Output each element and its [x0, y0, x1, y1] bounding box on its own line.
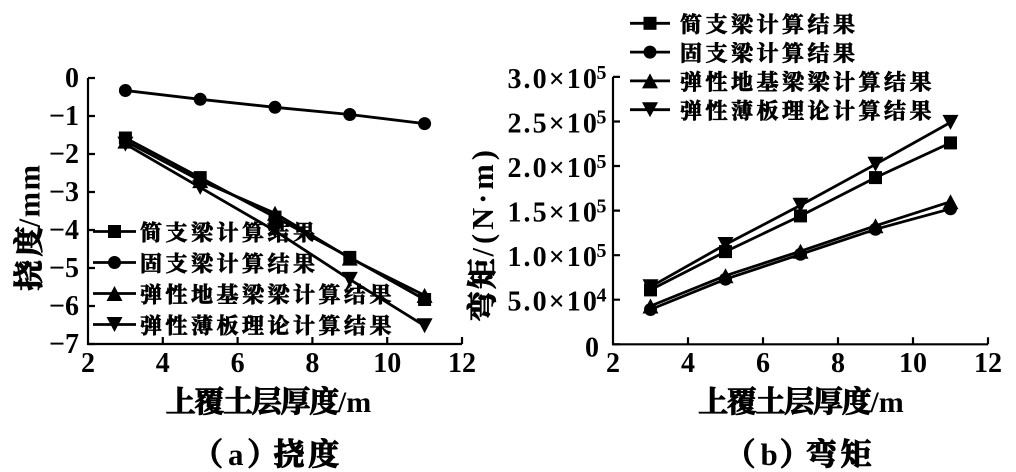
svg-text:/m: /m [337, 386, 371, 419]
svg-text:/(N·m): /(N·m) [466, 146, 500, 257]
svg-text:4: 4 [681, 348, 695, 379]
svg-text:0: 0 [65, 63, 79, 94]
svg-text:5: 5 [597, 240, 607, 262]
svg-text:b: b [761, 437, 778, 472]
svg-text:12: 12 [448, 348, 476, 379]
svg-text:6: 6 [756, 348, 770, 379]
svg-text:5: 5 [597, 196, 607, 218]
svg-text:5: 5 [597, 62, 607, 84]
svg-text:5.0×10: 5.0×10 [507, 287, 599, 318]
svg-text:1.5×10: 1.5×10 [507, 198, 599, 229]
svg-text:8: 8 [305, 348, 319, 379]
svg-text:−4: −4 [49, 215, 79, 246]
svg-text:10: 10 [373, 348, 401, 379]
svg-text:−1: −1 [49, 101, 79, 132]
svg-text:5: 5 [597, 107, 607, 129]
svg-text:/m: /m [869, 386, 903, 419]
svg-text:−5: −5 [49, 253, 79, 284]
svg-text:−6: −6 [49, 291, 79, 322]
svg-text:6: 6 [231, 348, 245, 379]
svg-text:3.0×10: 3.0×10 [507, 64, 599, 95]
svg-text:4: 4 [597, 285, 607, 307]
svg-text:8: 8 [831, 348, 845, 379]
svg-text:5: 5 [597, 151, 607, 173]
svg-text:/mm: /mm [13, 164, 47, 229]
svg-text:−7: −7 [49, 329, 79, 360]
svg-text:0: 0 [585, 332, 599, 363]
svg-text:4: 4 [156, 348, 170, 379]
svg-text:a: a [228, 437, 244, 472]
svg-text:2: 2 [606, 348, 620, 379]
svg-text:12: 12 [974, 348, 1002, 379]
svg-text:1.0×10: 1.0×10 [507, 242, 599, 273]
svg-text:−2: −2 [49, 139, 79, 170]
svg-text:2: 2 [81, 348, 95, 379]
svg-text:−3: −3 [49, 177, 79, 208]
svg-text:2.0×10: 2.0×10 [507, 153, 599, 184]
svg-text:2.5×10: 2.5×10 [507, 109, 599, 140]
svg-text:10: 10 [899, 348, 927, 379]
